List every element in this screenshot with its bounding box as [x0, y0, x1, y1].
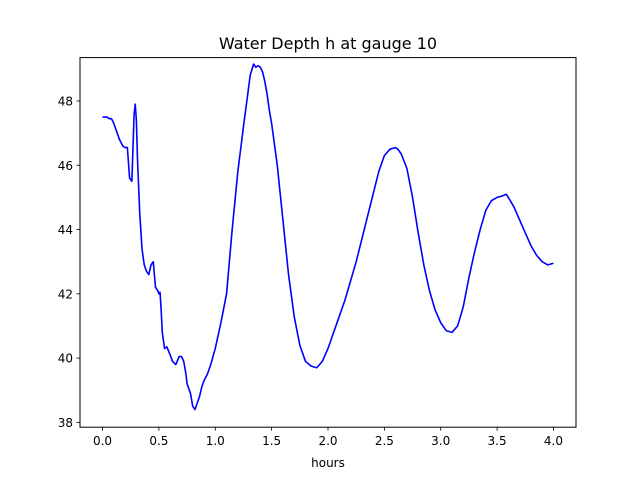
y-tick-label: 38: [58, 416, 73, 430]
y-tick-label: 44: [58, 223, 73, 237]
y-tick-label: 46: [58, 159, 73, 173]
x-tick-label: 1.5: [262, 434, 281, 448]
y-tick-label: 48: [58, 94, 73, 108]
series-layer: [102, 63, 554, 411]
x-tick-label: 3.5: [488, 434, 507, 448]
x-tick-label: 3.0: [431, 434, 450, 448]
y-axis-ticks: 38 40 42 44 46 48: [58, 94, 80, 430]
x-tick-label: 2.0: [318, 434, 337, 448]
y-tick-label: 42: [58, 287, 73, 301]
x-axis-ticks: 0.0 0.5 1.0 1.5 2.0 2.5 3.0 3.5 4.0: [93, 427, 563, 448]
series-line-0: [102, 63, 554, 411]
x-tick-label: 0.0: [93, 434, 112, 448]
x-tick-label: 0.5: [149, 434, 168, 448]
x-tick-label: 4.0: [544, 434, 563, 448]
x-tick-label: 2.5: [375, 434, 394, 448]
x-tick-label: 1.0: [206, 434, 225, 448]
y-tick-label: 40: [58, 352, 73, 366]
chart-title: Water Depth h at gauge 10: [219, 34, 437, 53]
x-axis-label: hours: [311, 456, 345, 470]
